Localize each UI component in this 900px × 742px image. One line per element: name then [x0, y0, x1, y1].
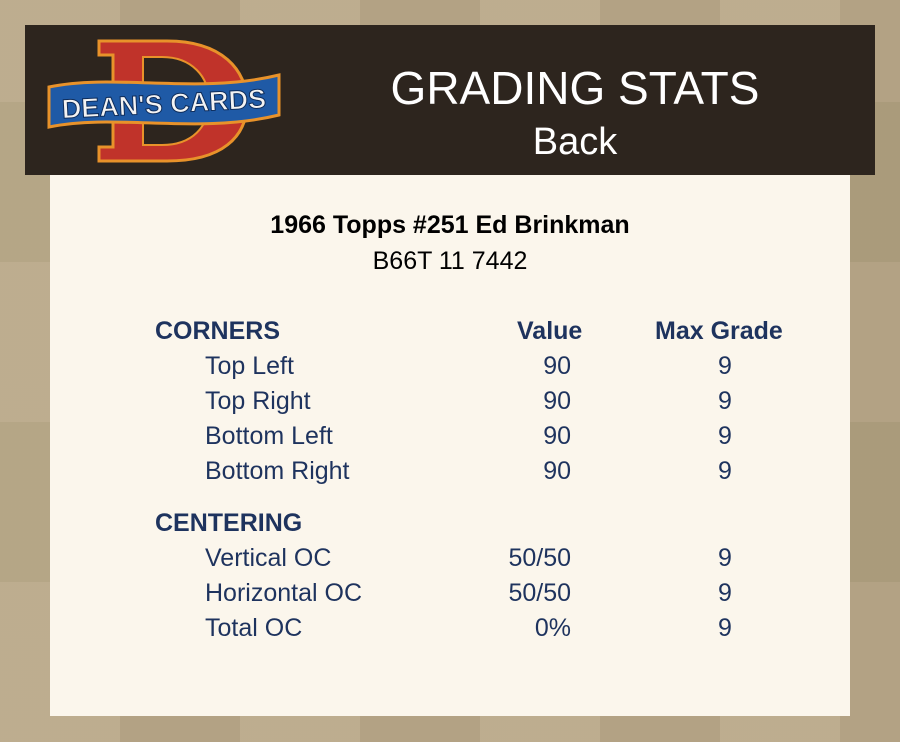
centering-header-row: CENTERING [50, 509, 850, 539]
card-title: 1966 Topps #251 Ed Brinkman [270, 211, 630, 239]
table-row: Vertical OC 50/50 9 [50, 544, 850, 574]
row-value: 90 [543, 352, 571, 380]
deans-cards-logo: DEAN'S CARDS [47, 39, 281, 163]
table-row: Total OC 0% 9 [50, 614, 850, 644]
row-value: 0% [534, 614, 571, 642]
stats-panel: 1966 Topps #251 Ed Brinkman B66T 11 7442… [50, 175, 850, 716]
row-value: 50/50 [508, 579, 571, 607]
table-row: Bottom Right 90 9 [50, 457, 850, 487]
row-value: 50/50 [508, 544, 571, 572]
row-label: Horizontal OC [205, 579, 362, 607]
row-label: Vertical OC [205, 544, 332, 572]
row-max-grade: 9 [718, 422, 732, 450]
row-max-grade: 9 [718, 457, 732, 485]
corners-header-row: CORNERS Value Max Grade [50, 317, 850, 347]
centering-heading: CENTERING [155, 509, 303, 537]
row-label: Top Left [205, 352, 294, 380]
row-max-grade: 9 [718, 352, 732, 380]
table-row: Top Right 90 9 [50, 387, 850, 417]
page-subtitle: Back [532, 121, 618, 163]
row-max-grade: 9 [718, 614, 732, 642]
table-row: Horizontal OC 50/50 9 [50, 579, 850, 609]
row-label: Bottom Left [205, 422, 333, 450]
value-column-header: Value [517, 317, 583, 345]
row-label: Total OC [205, 614, 303, 642]
row-max-grade: 9 [718, 579, 732, 607]
max-grade-column-header: Max Grade [655, 317, 783, 345]
corners-heading: CORNERS [155, 317, 281, 345]
row-label: Top Right [205, 387, 311, 415]
row-value: 90 [543, 422, 571, 450]
row-value: 90 [543, 457, 571, 485]
card-code: B66T 11 7442 [372, 247, 528, 275]
row-max-grade: 9 [718, 544, 732, 572]
page-title: GRADING STATS [390, 62, 760, 114]
row-value: 90 [543, 387, 571, 415]
table-row: Top Left 90 9 [50, 352, 850, 382]
header: DEAN'S CARDS GRADING STATS Back [25, 25, 875, 175]
table-row: Bottom Left 90 9 [50, 422, 850, 452]
row-max-grade: 9 [718, 387, 732, 415]
row-label: Bottom Right [205, 457, 350, 485]
